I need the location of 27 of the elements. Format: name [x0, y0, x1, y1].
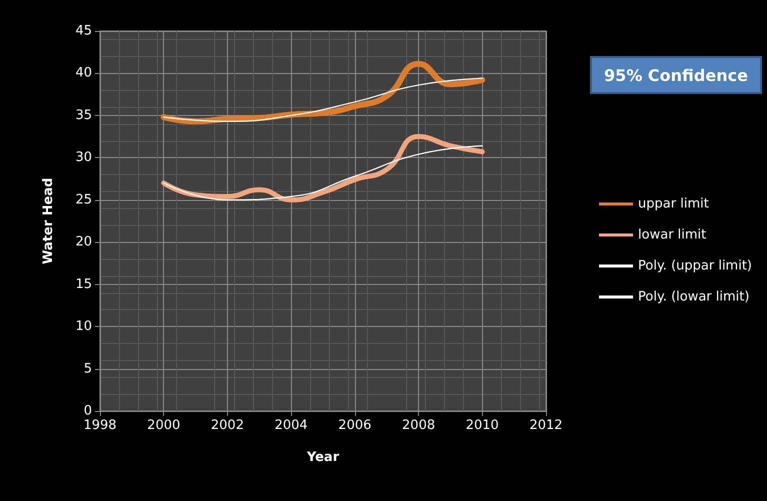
- line-series: [163, 78, 483, 122]
- y-tick-label: 45: [75, 24, 92, 38]
- y-tick-label: 0: [84, 404, 92, 418]
- x-tick-label: 2010: [466, 418, 499, 433]
- legend-label: Poly. (lowar limit): [638, 290, 750, 304]
- x-tick-label: 2008: [402, 418, 436, 433]
- text: 95% Confidence: [590, 56, 762, 94]
- y-tick-label: 20: [75, 234, 92, 250]
- y-tick-label: 10: [75, 319, 92, 334]
- y-tick-label: 30: [75, 150, 92, 166]
- y-axis-title: Water Head: [41, 178, 56, 264]
- x-axis-title: Year: [306, 450, 340, 465]
- x-tick-label: 2002: [210, 418, 244, 433]
- legend-label: lowar limit: [638, 228, 706, 242]
- y-tick-label: 35: [75, 108, 92, 123]
- y-tick-label: 25: [75, 192, 92, 208]
- x-tick-label: 2012: [529, 418, 563, 433]
- x-tick-label: 2000: [147, 418, 180, 433]
- legend-label: Poly. (uppar limit): [638, 258, 752, 274]
- x-tick-label: 2004: [274, 418, 308, 433]
- y-tick-label: 40: [75, 66, 92, 81]
- legend-label: uppar limit: [638, 196, 709, 212]
- y-tick-label: 5: [84, 361, 92, 376]
- line-series: [163, 145, 483, 200]
- y-tick-label: 15: [75, 276, 92, 292]
- x-tick-label: 1998: [83, 418, 117, 433]
- x-tick-label: 2006: [338, 418, 372, 433]
